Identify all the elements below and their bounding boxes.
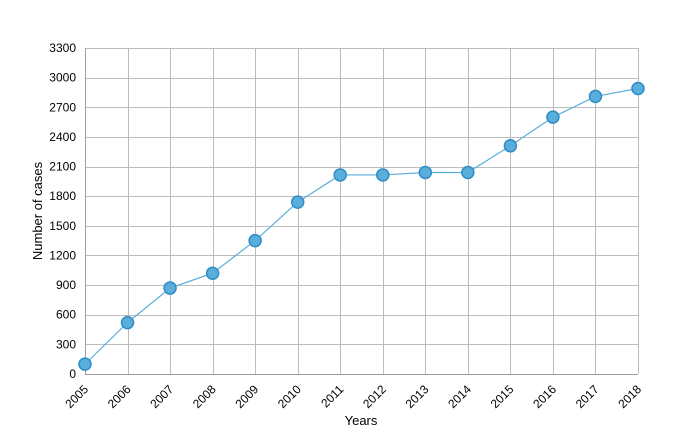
y-tick-label: 1500 (49, 219, 76, 233)
y-tick-label: 600 (56, 308, 76, 322)
data-point (588, 89, 603, 104)
data-point (248, 233, 262, 248)
y-tick-label: 0 (69, 367, 76, 381)
x-axis-title: Years (345, 413, 378, 428)
x-tick-label: 2011 (318, 382, 346, 410)
data-point (418, 165, 433, 180)
data-point (120, 315, 135, 330)
data-point (333, 168, 347, 182)
x-tick-label: 2016 (530, 382, 559, 411)
x-tick-label: 2014 (445, 382, 474, 411)
data-point (503, 139, 518, 153)
y-tick-label: 1800 (49, 189, 76, 203)
y-tick-label: 300 (56, 337, 76, 351)
x-tick-label: 2018 (615, 382, 644, 411)
data-point (205, 266, 220, 280)
x-tick-label: 2006 (105, 382, 134, 411)
data-point (376, 168, 390, 182)
x-tick-label: 2007 (147, 382, 176, 411)
x-tick-label: 2017 (573, 382, 602, 411)
y-tick-label: 3300 (49, 41, 76, 55)
y-tick-label: 2100 (49, 160, 76, 174)
data-point (631, 81, 645, 96)
series-line (84, 87, 639, 365)
y-tick-label: 1200 (49, 248, 76, 262)
x-tick-label: 2005 (62, 382, 91, 411)
series (78, 81, 645, 371)
y-tick-label: 3000 (49, 71, 76, 85)
data-point (163, 281, 177, 295)
x-tick-label: 2013 (403, 382, 432, 411)
x-tick-label: 2009 (232, 382, 261, 411)
x-tick-label: 2012 (360, 382, 389, 411)
y-axis-title: Number of cases (30, 161, 45, 260)
y-tick-labels: 0 300 600 900 1200 1500 1800 2100 2400 2700 3000 33… (49, 41, 76, 381)
data-point (290, 195, 305, 209)
y-tick-label: 2400 (49, 130, 76, 144)
x-tick-label: 2008 (190, 382, 219, 411)
data-point (78, 357, 92, 371)
data-point (546, 110, 560, 124)
y-tick-label: 2700 (49, 100, 76, 114)
x-tick-label: 2010 (275, 382, 304, 411)
x-tick-label: 2015 (488, 382, 517, 411)
grid (85, 48, 639, 375)
x-tick-labels: 2005 2006 2007 2008 2009 2010 2011 2012 2013 2014… (62, 382, 644, 411)
data-point (461, 165, 475, 180)
y-tick-label: 900 (56, 278, 76, 292)
